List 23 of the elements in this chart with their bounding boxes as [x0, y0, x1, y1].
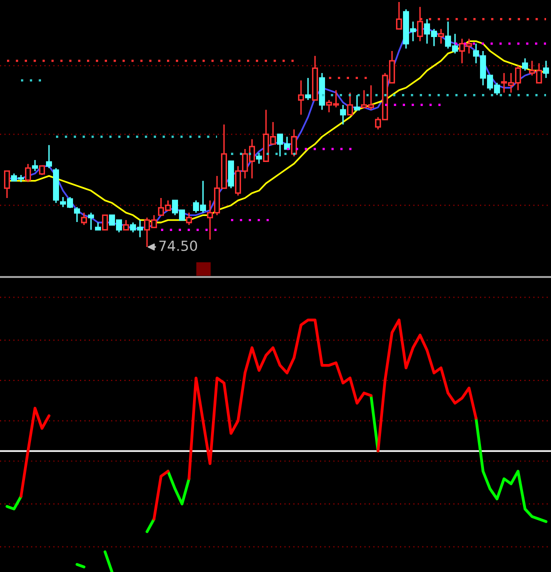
candlestick — [438, 28, 444, 44]
candlestick — [291, 128, 298, 158]
candlestick — [88, 212, 94, 231]
candlestick — [38, 165, 46, 176]
candlestick — [340, 104, 346, 126]
candlestick — [81, 212, 88, 226]
candlestick — [46, 144, 52, 169]
candlestick — [396, 1, 402, 30]
candlestick — [522, 58, 528, 72]
candlestick — [186, 212, 192, 226]
candlestick — [347, 92, 354, 116]
candlestick — [305, 77, 312, 101]
candlestick — [543, 60, 550, 79]
candlestick — [298, 80, 304, 116]
candlestick — [32, 159, 38, 172]
candlestick — [74, 206, 80, 223]
candlestick — [4, 170, 10, 199]
annotation: 74.50 — [159, 240, 198, 252]
candlestick — [256, 153, 262, 164]
candlestick — [354, 94, 360, 110]
candlestick — [102, 214, 108, 231]
candlestick — [123, 219, 130, 231]
candlestick — [24, 163, 32, 183]
